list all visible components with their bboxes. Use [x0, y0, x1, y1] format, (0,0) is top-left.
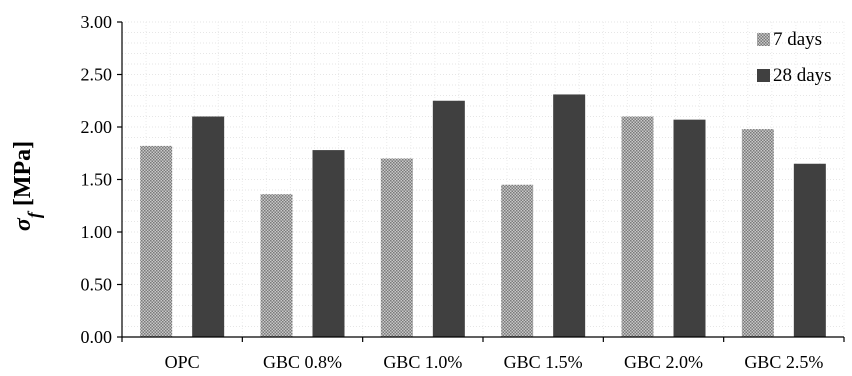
- y-tick-label: 0.50: [81, 275, 113, 295]
- y-axis-title: σf [MPa]: [10, 141, 44, 231]
- bar-28-days: [553, 94, 586, 337]
- y-axis-subscript: f: [24, 210, 44, 218]
- y-axis-unit: [MPa]: [10, 141, 36, 206]
- x-tick-label: OPC: [165, 352, 200, 372]
- y-tick-label: 1.00: [81, 222, 113, 242]
- bar-28-days: [793, 163, 826, 337]
- bar-7-days: [140, 145, 173, 337]
- bar-28-days: [192, 116, 225, 337]
- x-tick-labels: OPC GBC 0.8% GBC 1.0% GBC 1.5% GBC 2.0% GBC 2…: [165, 352, 824, 372]
- legend-label: 28 days: [773, 65, 832, 86]
- bar-7-days: [741, 129, 774, 337]
- chart-legend: 7 days 28 days: [757, 29, 832, 86]
- bar-7-days: [501, 184, 534, 337]
- bar-7-days: [621, 116, 654, 337]
- x-tick-label: GBC 1.0%: [383, 352, 462, 372]
- y-tick-labels: 0.00 0.50 1.00 1.50 2.00 2.50 3.00: [81, 12, 113, 347]
- y-tick-label: 1.50: [81, 170, 113, 190]
- y-tick-label: 2.00: [81, 117, 113, 137]
- bar-28-days: [312, 150, 345, 337]
- x-tick-label: GBC 0.8%: [263, 352, 342, 372]
- legend-swatch: [757, 69, 770, 82]
- bar-7-days: [260, 194, 293, 337]
- chart-axes: [117, 21, 845, 342]
- y-tick-label: 3.00: [81, 12, 113, 32]
- x-tick-label: GBC 2.0%: [624, 352, 703, 372]
- bar-28-days: [673, 119, 706, 338]
- y-axis-symbol: σ: [10, 217, 36, 231]
- bar-7-days: [380, 158, 413, 337]
- x-tick-label: GBC 2.5%: [744, 352, 823, 372]
- legend-label: 7 days: [773, 29, 822, 50]
- chart-bars: [140, 94, 826, 338]
- bar-28-days: [432, 100, 465, 337]
- x-tick-label: GBC 1.5%: [504, 352, 583, 372]
- chart-gridlines: [121, 21, 845, 338]
- y-tick-label: 2.50: [81, 65, 113, 85]
- legend-swatch: [757, 33, 770, 46]
- y-tick-label: 0.00: [81, 327, 113, 347]
